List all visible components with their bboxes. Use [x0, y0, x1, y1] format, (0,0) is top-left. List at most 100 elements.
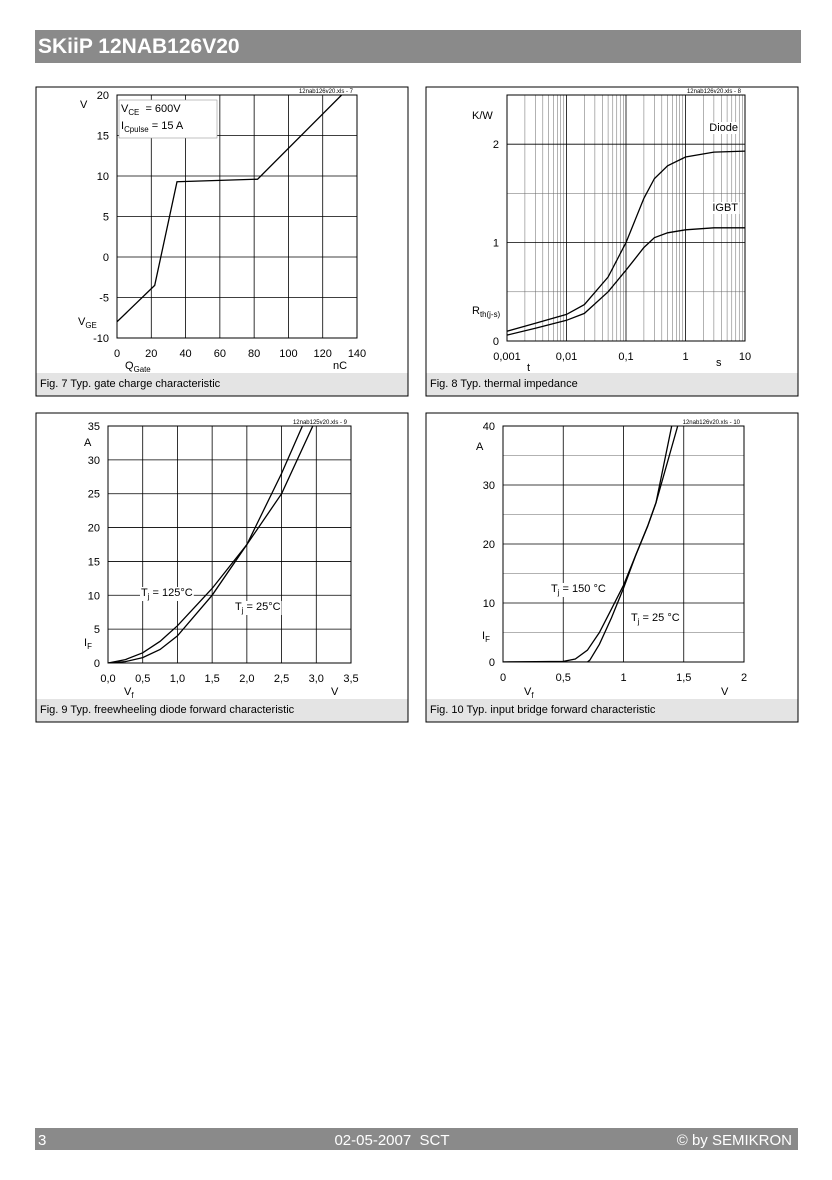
- curve: [117, 95, 343, 323]
- caption-band: [426, 699, 798, 722]
- y-axis-label-part: R: [472, 305, 480, 317]
- x-tick-label: 1,5: [204, 673, 219, 685]
- curve-label-sub: j: [241, 606, 244, 615]
- x-tick-label: 20: [145, 348, 157, 360]
- x-tick-label: 100: [279, 348, 297, 360]
- curve-label-bg: [708, 122, 739, 134]
- x-axis-label: Vf: [124, 686, 134, 700]
- curve-label-part: Diode: [709, 122, 738, 134]
- y-axis-label-part: I: [482, 630, 485, 642]
- y-tick-label: 10: [97, 171, 109, 183]
- figure-frame: [35, 86, 409, 397]
- y-unit: A: [84, 437, 92, 449]
- curve-label: IGBT: [712, 202, 738, 214]
- figure-caption: Fig. 9 Typ. freewheeling diode forward c…: [40, 704, 295, 716]
- curve-label-bg: [234, 601, 282, 615]
- y-tick-label: 1: [493, 238, 499, 250]
- curve-label-part: T: [235, 601, 242, 613]
- x-tick-label: 0: [500, 672, 506, 684]
- plot-frame: [116, 94, 358, 339]
- y-tick-label: 5: [94, 624, 100, 636]
- y-tick-label: 20: [483, 539, 495, 551]
- x-axis-label-sub: Gate: [134, 365, 152, 374]
- x-axis-label-sub: f: [131, 691, 134, 700]
- plot-frame: [107, 425, 352, 664]
- curve-label-bg: [140, 587, 194, 601]
- x-tick-label: 1,0: [170, 673, 185, 685]
- y-tick-label: -10: [93, 333, 109, 345]
- curve: [108, 426, 314, 663]
- x-tick-label: 0,0: [100, 673, 115, 685]
- curve-label-part: = 150 °C: [560, 583, 606, 595]
- x-tick-label: 0,001: [493, 351, 521, 363]
- y-axis-label-part: V: [78, 316, 86, 328]
- y-unit-part: A: [476, 441, 484, 453]
- footer-date: 02-05-2007 SCT: [334, 1132, 449, 1149]
- x-tick-label: 10: [739, 351, 751, 363]
- y-tick-label: 20: [97, 90, 109, 102]
- curve-label-part: T: [551, 583, 558, 595]
- curve: [503, 426, 673, 662]
- curve-label: Diode: [709, 122, 738, 134]
- x-tick-label: 1,5: [676, 672, 691, 684]
- legend-line-part: V: [121, 103, 129, 115]
- curve-label-bg: [550, 583, 607, 597]
- x-tick-label: 0: [114, 348, 120, 360]
- curve-label-part: = 25°C: [244, 601, 281, 613]
- y-axis-label-part: I: [84, 637, 87, 649]
- x-unit: nC: [333, 360, 347, 372]
- x-axis-label-sub: f: [531, 691, 534, 700]
- x-unit-part: s: [716, 357, 722, 369]
- curve-label-sub: j: [147, 592, 150, 601]
- y-unit: V: [80, 99, 88, 111]
- y-axis-label-sub: GE: [85, 321, 96, 330]
- x-unit: s: [716, 357, 722, 369]
- curve-label: Tj = 25 °C: [631, 612, 680, 626]
- plot-frame: [502, 425, 745, 663]
- legend-line-sub: CE: [128, 108, 139, 117]
- curve: [507, 150, 745, 332]
- x-unit: V: [331, 686, 339, 698]
- x-tick-label: 0,5: [556, 672, 571, 684]
- y-tick-label: 10: [88, 590, 100, 602]
- x-axis-label: Vf: [524, 686, 534, 700]
- y-tick-label: -5: [99, 293, 109, 305]
- x-axis-label-part: V: [524, 686, 532, 698]
- y-tick-label: 0: [489, 657, 495, 669]
- caption-band: [36, 699, 408, 722]
- x-tick-label: 140: [348, 348, 366, 360]
- y-axis-label-sub: F: [485, 635, 490, 644]
- file-note: 12nab125v20.xls - 9: [293, 420, 348, 426]
- y-tick-label: 0: [103, 252, 109, 264]
- footer-copyright: © by SEMIKRON: [677, 1132, 792, 1149]
- curve-label-part: IGBT: [712, 202, 738, 214]
- x-tick-label: 0,1: [618, 351, 633, 363]
- y-tick-label: 25: [88, 489, 100, 501]
- x-axis-label: QGate: [125, 360, 151, 374]
- footer-bar: [35, 1128, 798, 1150]
- legend-line-part: = 15 A: [149, 120, 184, 132]
- x-unit-part: V: [331, 686, 339, 698]
- x-axis-label: t: [527, 362, 530, 374]
- y-tick-label: 35: [88, 421, 100, 433]
- curve: [108, 426, 303, 663]
- x-tick-label: 0,5: [135, 673, 150, 685]
- curve-label-sub: j: [557, 588, 560, 597]
- curve-label: Tj = 25°C: [235, 601, 281, 615]
- caption-band: [426, 373, 798, 396]
- y-tick-label: 30: [88, 455, 100, 467]
- y-tick-label: 30: [483, 480, 495, 492]
- y-axis-label: IF: [482, 630, 490, 644]
- x-tick-label: 120: [314, 348, 332, 360]
- y-axis-label-sub: th(j-s): [480, 310, 501, 319]
- y-tick-label: 0: [493, 336, 499, 348]
- y-unit-part: K/W: [472, 110, 493, 122]
- y-axis-label-sub: F: [87, 642, 92, 651]
- figure-frame: [35, 412, 409, 723]
- curve-label-sub: j: [637, 617, 640, 626]
- x-tick-label: 3,5: [343, 673, 358, 685]
- plot-frame: [506, 94, 746, 342]
- y-axis-label: VGE: [78, 316, 97, 330]
- curve-label-part: = 125°C: [150, 587, 193, 599]
